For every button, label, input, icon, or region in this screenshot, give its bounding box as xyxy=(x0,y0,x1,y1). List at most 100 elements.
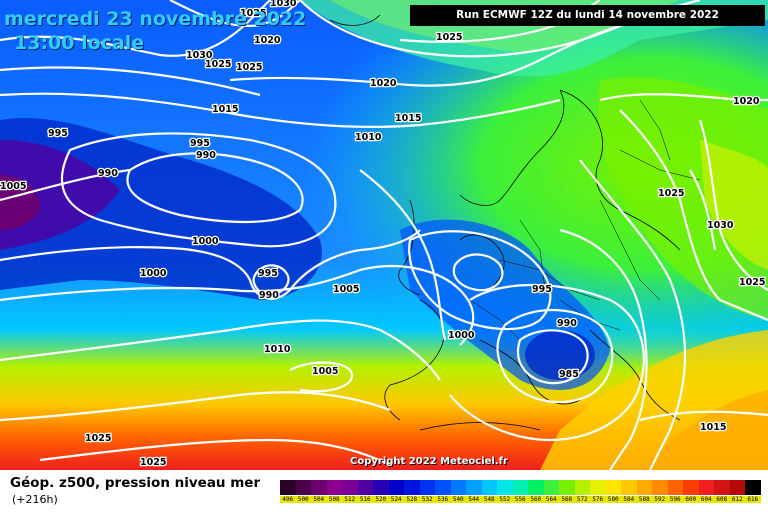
model-run-banner: Run ECMWF 12Z du lundi 14 novembre 2022 xyxy=(410,5,765,26)
legend-swatch-label: 544 xyxy=(466,496,482,503)
legend-swatch: 580 xyxy=(605,480,621,508)
legend-swatch-label: 532 xyxy=(419,496,435,503)
legend-swatch-label: 616 xyxy=(745,496,761,503)
isobar-label: 1030 xyxy=(707,220,734,231)
color-field-low-west-core xyxy=(0,175,40,230)
legend-swatch-label: 524 xyxy=(388,496,404,503)
legend-swatch-color xyxy=(280,480,296,495)
legend-swatch-label: 608 xyxy=(714,496,730,503)
legend-swatch: 592 xyxy=(652,480,668,508)
legend-swatch: 616 xyxy=(745,480,761,508)
legend-swatch-color xyxy=(636,480,652,495)
copyright-notice: Copyright 2022 Meteociel.fr xyxy=(350,456,508,467)
country-borders xyxy=(469,99,701,341)
isobar-label: 995 xyxy=(258,268,278,279)
legend-swatch: 576 xyxy=(590,480,606,508)
legend-swatch-label: 564 xyxy=(543,496,559,503)
legend-swatch: 504 xyxy=(311,480,327,508)
isobar-label: 1020 xyxy=(254,35,281,46)
legend-swatch-color xyxy=(543,480,559,495)
color-legend: 496 500 504 508 512 516 520 524 528 532 536 540 544 5… xyxy=(280,480,761,508)
forecast-date: mercredi 23 novembre 2022 xyxy=(4,8,307,30)
legend-swatch-label: 576 xyxy=(590,496,606,503)
legend-swatch-label: 560 xyxy=(528,496,544,503)
legend-swatch-label: 536 xyxy=(435,496,451,503)
legend-swatch-label: 500 xyxy=(295,496,311,503)
isobar-label: 1025 xyxy=(85,433,111,444)
isobar-label: 1000 xyxy=(448,330,475,341)
isobar-label: 1025 xyxy=(240,8,266,19)
isobars xyxy=(0,0,768,470)
legend-swatch-label: 512 xyxy=(342,496,358,503)
isobar-label: 990 xyxy=(196,150,216,161)
weather-map: 1030 1025 1020 1025 1030 1025 1025 1020 … xyxy=(0,0,768,470)
isobar-label: 1025 xyxy=(140,457,166,468)
legend-swatch-color xyxy=(714,480,730,495)
isobar-label: 1015 xyxy=(395,113,421,124)
legend-swatch-color xyxy=(528,480,544,495)
isobar-label: 1025 xyxy=(658,188,684,199)
legend-swatch-label: 556 xyxy=(512,496,528,503)
isobar-label: 990 xyxy=(98,168,118,179)
legend-swatch: 540 xyxy=(450,480,466,508)
isobar-label: 1020 xyxy=(370,78,397,89)
legend-swatch-label: 592 xyxy=(652,496,668,503)
legend-swatch-color xyxy=(295,480,311,495)
isobar-label: 1005 xyxy=(312,366,338,377)
isobar-label: 1025 xyxy=(436,32,462,43)
legend-swatch-color xyxy=(481,480,497,495)
forecast-time: 13:00 locale xyxy=(14,32,145,54)
legend-swatch: 544 xyxy=(466,480,482,508)
legend-swatch: 572 xyxy=(574,480,590,508)
color-field-southeast-orange xyxy=(640,390,768,470)
isobar-label: 1010 xyxy=(264,344,291,355)
color-field-east-green xyxy=(598,77,768,320)
isobar-label: 990 xyxy=(557,318,577,329)
isobar-label: 990 xyxy=(259,290,279,301)
legend-swatch-label: 516 xyxy=(357,496,373,503)
legend-swatch: 528 xyxy=(404,480,420,508)
legend-swatch: 612 xyxy=(729,480,745,508)
legend-swatch-label: 572 xyxy=(574,496,590,503)
legend-swatch: 500 xyxy=(295,480,311,508)
legend-swatch-label: 568 xyxy=(559,496,575,503)
legend-swatch-color xyxy=(419,480,435,495)
isobar-label: 995 xyxy=(190,138,210,149)
isobar-label: 995 xyxy=(48,128,68,139)
color-field-low-west xyxy=(0,140,120,250)
isobar-label: 1020 xyxy=(733,96,760,107)
legend-swatch: 524 xyxy=(388,480,404,508)
legend-swatch: 508 xyxy=(326,480,342,508)
legend-swatch: 556 xyxy=(512,480,528,508)
legend-swatch: 548 xyxy=(481,480,497,508)
geopotential-map-canvas: 1030 1025 1020 1025 1030 1025 1025 1020 … xyxy=(0,0,768,470)
legend-swatch: 552 xyxy=(497,480,513,508)
forecast-hour: (+216h) xyxy=(12,493,58,506)
legend-swatch-label: 584 xyxy=(621,496,637,503)
legend-swatch-color xyxy=(311,480,327,495)
legend-swatch-color xyxy=(357,480,373,495)
legend-swatch: 608 xyxy=(714,480,730,508)
legend-swatch-label: 604 xyxy=(698,496,714,503)
color-field-low-core xyxy=(525,330,595,380)
map-title: Géop. z500, pression niveau mer xyxy=(10,475,261,491)
legend-swatch-label: 496 xyxy=(280,496,296,503)
legend-swatch-label: 588 xyxy=(636,496,652,503)
isobar-label: 1010 xyxy=(355,132,382,143)
legend-swatch: 584 xyxy=(621,480,637,508)
legend-swatch-label: 508 xyxy=(326,496,342,503)
isobar-label: 1025 xyxy=(236,62,262,73)
legend-swatch-color xyxy=(373,480,389,495)
legend-swatch-color xyxy=(450,480,466,495)
legend-swatch-color xyxy=(388,480,404,495)
legend-swatch-color xyxy=(729,480,745,495)
legend-swatch-color xyxy=(497,480,513,495)
isobar-label: 1030 xyxy=(270,0,297,9)
legend-swatch-color xyxy=(590,480,606,495)
legend-swatch: 588 xyxy=(636,480,652,508)
legend-swatch-color xyxy=(652,480,668,495)
legend-swatch: 604 xyxy=(698,480,714,508)
legend-swatch-color xyxy=(512,480,528,495)
legend-swatch-label: 528 xyxy=(404,496,420,503)
legend-swatch-label: 600 xyxy=(683,496,699,503)
